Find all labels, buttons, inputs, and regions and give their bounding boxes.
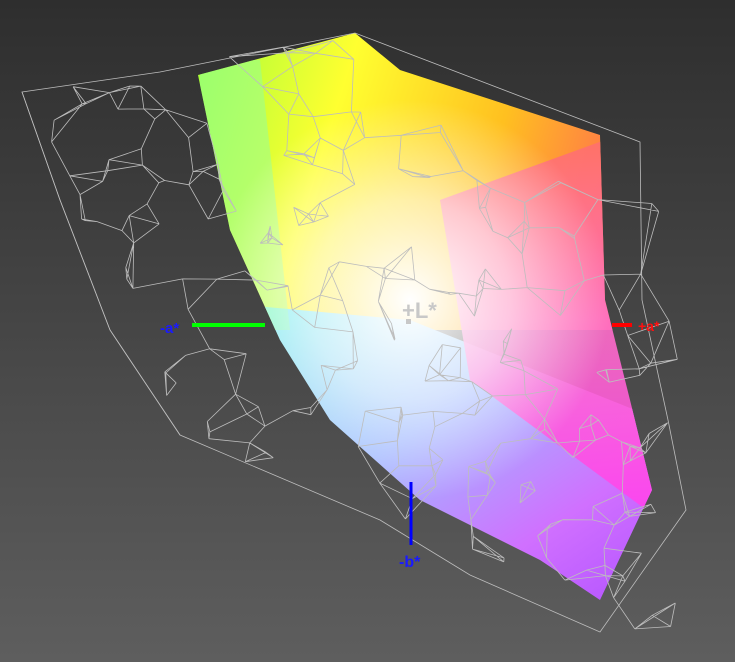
pos-a-label: +a*: [638, 318, 660, 334]
neg-a-label: -a*: [160, 320, 179, 337]
axes: -a* +a* +L* -b*: [160, 298, 660, 571]
wireframe-mesh: [21, 32, 687, 633]
origin-marker: [406, 319, 411, 324]
wire-mesh-lines: [51, 40, 678, 630]
wire-cage-edge: [21, 91, 181, 436]
pos-l-label: +L*: [402, 298, 437, 323]
neg-b-label: -b*: [399, 554, 421, 571]
